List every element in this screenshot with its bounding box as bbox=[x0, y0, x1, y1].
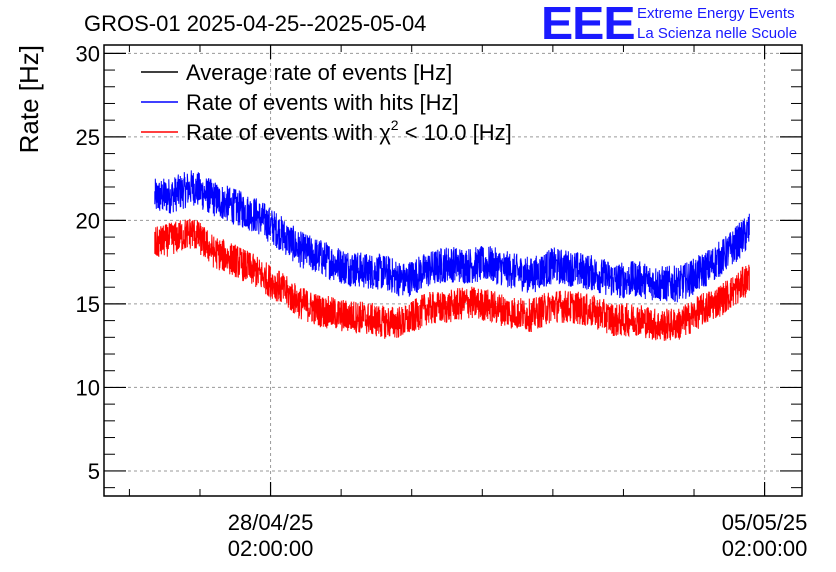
x-tick-label-time: 02:00:00 bbox=[722, 536, 808, 561]
y-tick-label: 10 bbox=[76, 375, 100, 400]
y-axis-label: Rate [Hz] bbox=[14, 45, 44, 153]
y-axis: 5 10 15 20 25 30 bbox=[76, 41, 802, 489]
legend: Average rate of events [Hz] Rate of even… bbox=[141, 60, 512, 145]
eee-logo-text: Extreme Energy Events La Scienza nelle S… bbox=[637, 4, 797, 44]
y-tick-label: 25 bbox=[76, 125, 100, 150]
y-tick-label: 20 bbox=[76, 208, 100, 233]
y-tick-label: 15 bbox=[76, 292, 100, 317]
x-tick-label-date: 05/05/25 bbox=[722, 510, 808, 535]
eee-logo: EEE bbox=[541, 0, 636, 49]
grid-lines bbox=[104, 45, 802, 496]
logo-line-2: La Scienza nelle Scuole bbox=[637, 25, 798, 42]
series-layer bbox=[154, 170, 750, 341]
legend-label-average: Average rate of events [Hz] bbox=[186, 60, 452, 85]
chart-title: GROS-01 2025-04-25--2025-05-04 bbox=[84, 11, 427, 36]
y-tick-label: 30 bbox=[76, 41, 100, 66]
x-tick-label-date: 28/04/25 bbox=[228, 510, 314, 535]
x-tick-label-time: 02:00:00 bbox=[228, 536, 314, 561]
y-tick-label: 5 bbox=[88, 459, 100, 484]
logo-line-1: Extreme Energy Events bbox=[637, 5, 795, 22]
legend-label-chi2: Rate of events with χ2 < 10.0 [Hz] bbox=[186, 117, 512, 145]
series-line-1 bbox=[154, 170, 750, 303]
series-line-2 bbox=[154, 218, 750, 341]
legend-label-hits: Rate of events with hits [Hz] bbox=[186, 90, 459, 115]
